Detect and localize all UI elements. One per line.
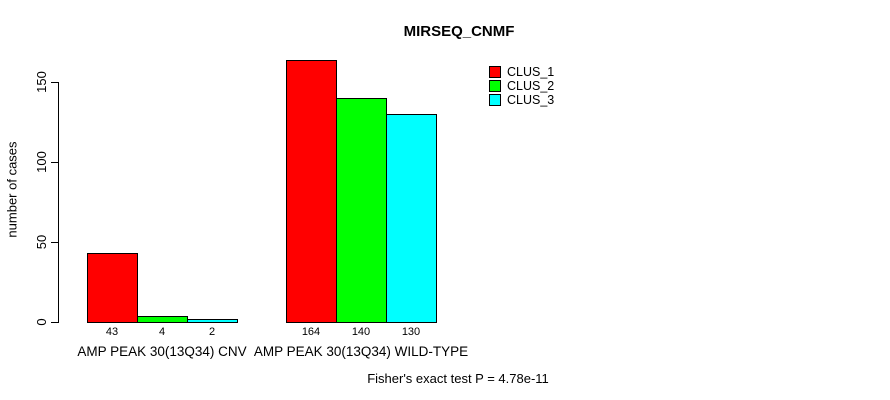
bar-clus_2-group1 — [137, 316, 188, 323]
y-tick-label: 150 — [34, 71, 49, 93]
legend-label: CLUS_1 — [507, 65, 555, 79]
y-tick-mark — [51, 322, 58, 323]
bar-clus_3-group2 — [386, 114, 437, 323]
bar-clus_1-group2 — [286, 60, 337, 323]
y-tick-label: 0 — [34, 318, 49, 326]
legend-swatch-icon — [489, 80, 501, 92]
legend-swatch-icon — [489, 94, 501, 106]
legend-swatch-icon — [489, 66, 501, 78]
annotation-text: Fisher's exact test P = 4.78e-11 — [367, 371, 549, 386]
category-label: AMP PEAK 30(13Q34) CNV — [77, 344, 247, 359]
legend-label: CLUS_3 — [507, 93, 555, 107]
y-axis-line — [58, 82, 59, 323]
y-tick-mark — [51, 162, 58, 163]
legend-row: CLUS_2 — [489, 79, 554, 93]
legend-row: CLUS_3 — [489, 93, 554, 107]
bar-value-label: 43 — [105, 326, 119, 338]
legend: CLUS_1 CLUS_2 CLUS_3 — [489, 65, 554, 107]
bar-value-label: 2 — [208, 326, 216, 338]
chart-title: MIRSEQ_CNMF — [403, 23, 515, 40]
bar-clus_2-group2 — [336, 98, 387, 323]
bar-value-label: 164 — [301, 326, 321, 338]
y-tick-mark — [51, 242, 58, 243]
y-tick-mark — [51, 82, 58, 83]
y-tick-label: 50 — [34, 234, 49, 250]
y-axis-label: number of cases — [4, 141, 20, 238]
legend-row: CLUS_1 — [489, 65, 554, 79]
bar-value-label: 130 — [401, 326, 421, 338]
legend-label: CLUS_2 — [507, 79, 555, 93]
category-label: AMP PEAK 30(13Q34) WILD-TYPE — [253, 344, 469, 359]
bar-value-label: 4 — [158, 326, 166, 338]
bar-value-label: 140 — [351, 326, 371, 338]
bar-clus_1-group1 — [87, 253, 138, 323]
y-tick-label: 100 — [34, 151, 49, 173]
bar-clus_3-group1 — [187, 319, 238, 323]
